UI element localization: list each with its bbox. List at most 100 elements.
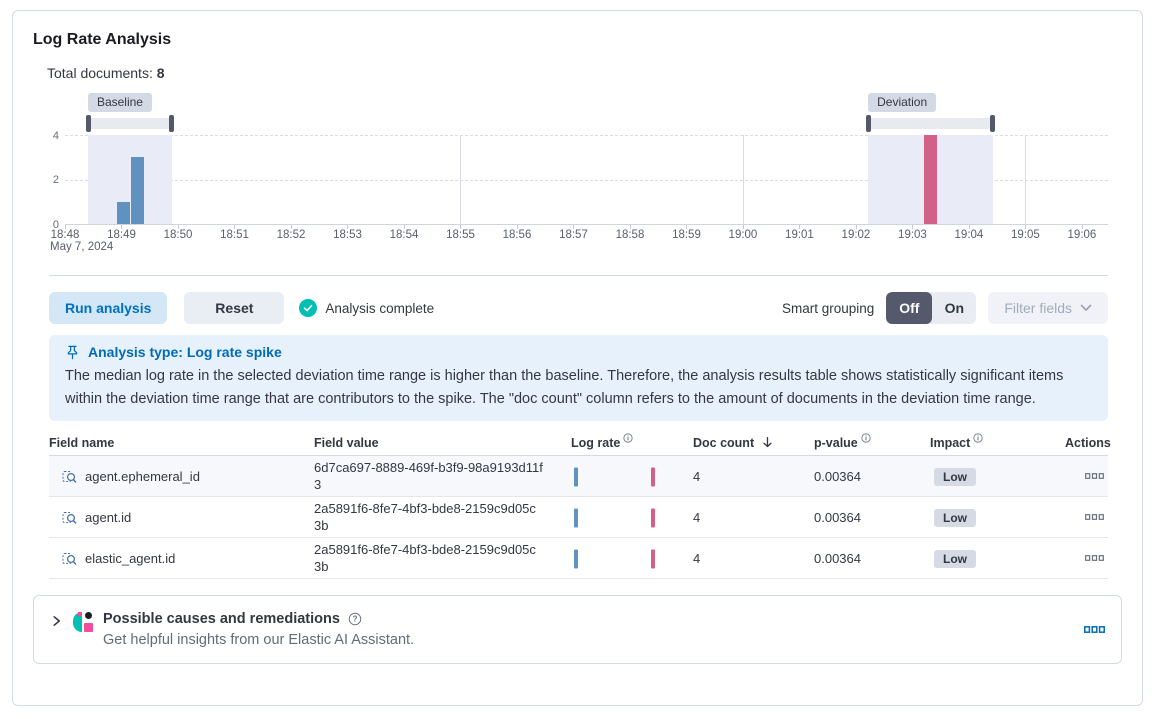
column-header-log-rate[interactable]: Log rate — [571, 432, 693, 450]
svg-text:?: ? — [353, 615, 358, 624]
x-tick-label: 19:00 — [728, 229, 758, 241]
log-rate-cell — [571, 538, 693, 579]
x-tick-mark — [1025, 225, 1027, 229]
deviation-brush-handle[interactable] — [990, 115, 996, 132]
x-tick-mark — [121, 225, 123, 229]
x-tick-mark — [855, 225, 857, 229]
total-documents: Total documents: 8 — [47, 65, 1108, 81]
deviation-mini-bar — [651, 508, 655, 527]
column-header-p-value[interactable]: p-value — [814, 432, 930, 450]
log-rate-analysis-panel: Log Rate Analysis Total documents: 8 Bas… — [12, 10, 1143, 706]
x-tick-mark — [686, 225, 688, 229]
x-tick-mark — [290, 225, 292, 229]
insights-panel[interactable]: Possible causes and remediations ? Get h… — [33, 595, 1122, 664]
log-rate-cell — [571, 456, 693, 497]
impact-badge: Low — [934, 508, 976, 527]
insights-subtitle: Get helpful insights from our Elastic AI… — [103, 632, 415, 648]
column-header-impact[interactable]: Impact — [930, 432, 1065, 450]
field-search-icon[interactable] — [61, 551, 77, 567]
smart-grouping-off-button[interactable]: Off — [886, 292, 933, 324]
help-icon[interactable]: ? — [348, 612, 362, 626]
run-analysis-button[interactable]: Run analysis — [49, 292, 168, 324]
row-actions-icon[interactable] — [1085, 514, 1104, 521]
table-row[interactable]: agent.ephemeral_id 6d7ca697-8889-469f-b3… — [49, 456, 1108, 497]
chevron-down-icon — [1080, 304, 1092, 311]
vertical-gridline — [460, 135, 462, 224]
baseline-brush-handle[interactable] — [85, 115, 91, 132]
deviation-brush[interactable] — [866, 115, 996, 132]
x-axis: 18:48 18:49 18:50 18:51 18:52 18:53 18:54 18:55… — [50, 225, 1108, 255]
y-tick-label: 2 — [52, 174, 59, 186]
column-header-field-name[interactable]: Field name — [49, 435, 115, 450]
analysis-status: Analysis complete — [299, 299, 434, 317]
baseline-window — [87, 135, 173, 224]
x-tick-label: 18:51 — [220, 229, 249, 241]
x-tick-label: 19:04 — [954, 229, 984, 241]
info-icon[interactable] — [623, 432, 633, 446]
x-tick-label: 18:58 — [615, 229, 645, 241]
x-tick-label: 18:48 — [50, 229, 80, 241]
baseline-brush-handle[interactable] — [169, 115, 175, 132]
impact-cell: Low — [930, 508, 1065, 527]
x-tick-mark — [968, 225, 970, 229]
impact-cell: Low — [930, 549, 1065, 568]
column-header-doc-count[interactable]: Doc count — [693, 436, 814, 450]
doc-count: 4 — [693, 510, 701, 525]
column-header-field-value[interactable]: Field value — [314, 435, 379, 450]
field-search-icon[interactable] — [61, 469, 77, 485]
x-tick-label: 18:52 — [276, 229, 306, 241]
vertical-gridline — [742, 135, 744, 224]
insights-actions-icon[interactable] — [1084, 621, 1105, 639]
x-axis-labels: 18:48 18:49 18:50 18:51 18:52 18:53 18:54 18:55… — [51, 225, 1108, 241]
callout-title: Analysis type: Log rate spike — [88, 344, 282, 360]
p-value: 0.00364 — [814, 510, 861, 525]
x-tick-label: 18:53 — [333, 229, 362, 241]
x-tick-label: 18:54 — [389, 229, 419, 241]
gridline — [65, 179, 1108, 181]
x-axis-date-label: May 7, 2024 — [50, 241, 114, 253]
impact-badge: Low — [934, 467, 976, 486]
row-actions-icon[interactable] — [1085, 555, 1104, 562]
table-header: Field name Field value Log rate Doc coun… — [49, 430, 1111, 456]
x-tick-label: 18:59 — [672, 229, 701, 241]
baseline-mini-bar — [574, 508, 578, 527]
pin-icon — [67, 345, 78, 359]
table-row[interactable]: agent.id 2a5891f6-8fe7-4bf3-bde8-2159c9d… — [49, 497, 1108, 538]
row-actions-icon[interactable] — [1085, 473, 1104, 480]
total-documents-value: 8 — [156, 65, 165, 81]
gridline — [65, 135, 1108, 136]
x-tick-mark — [347, 225, 349, 229]
info-icon[interactable] — [861, 432, 871, 446]
field-value: 6d7ca697-8889-469f-b3f9-98a9193d11f3 — [314, 460, 543, 492]
smart-grouping-toggle: Off On — [886, 292, 977, 324]
y-tick-label: 4 — [52, 130, 59, 142]
deviation-mini-bar — [651, 467, 655, 486]
smart-grouping-on-button[interactable]: On — [932, 292, 976, 324]
baseline-brush[interactable] — [85, 115, 175, 132]
table-row[interactable]: elastic_agent.id 2a5891f6-8fe7-4bf3-bde8… — [49, 538, 1108, 579]
callout-body: The median log rate in the selected devi… — [65, 368, 1064, 407]
info-icon[interactable] — [973, 432, 983, 446]
check-icon — [299, 299, 318, 317]
results-table: Field name Field value Log rate Doc coun… — [49, 430, 1111, 579]
chevron-right-icon[interactable] — [50, 614, 63, 628]
field-value: 2a5891f6-8fe7-4bf3-bde8-2159c9d05c3b — [314, 501, 536, 533]
field-search-icon[interactable] — [61, 510, 77, 526]
x-tick-mark — [177, 225, 179, 229]
deviation-brush-handle[interactable] — [866, 115, 872, 132]
baseline-bar — [116, 201, 130, 224]
impact-badge: Low — [934, 549, 976, 568]
x-tick-label: 18:50 — [163, 229, 193, 241]
controls-bar: Run analysis Reset Analysis complete Sma… — [49, 292, 1108, 324]
baseline-badge: Baseline — [87, 93, 152, 112]
log-rate-cell — [571, 497, 693, 538]
field-name: agent.ephemeral_id — [85, 469, 200, 484]
doc-count: 4 — [693, 469, 701, 484]
reset-button[interactable]: Reset — [184, 292, 285, 324]
filter-fields-button[interactable]: Filter fields — [988, 292, 1108, 324]
x-tick-mark — [742, 225, 744, 229]
field-name: agent.id — [85, 510, 132, 525]
analysis-status-text: Analysis complete — [325, 300, 435, 316]
filter-fields-label: Filter fields — [1004, 300, 1072, 316]
chart-plot[interactable] — [65, 135, 1108, 229]
